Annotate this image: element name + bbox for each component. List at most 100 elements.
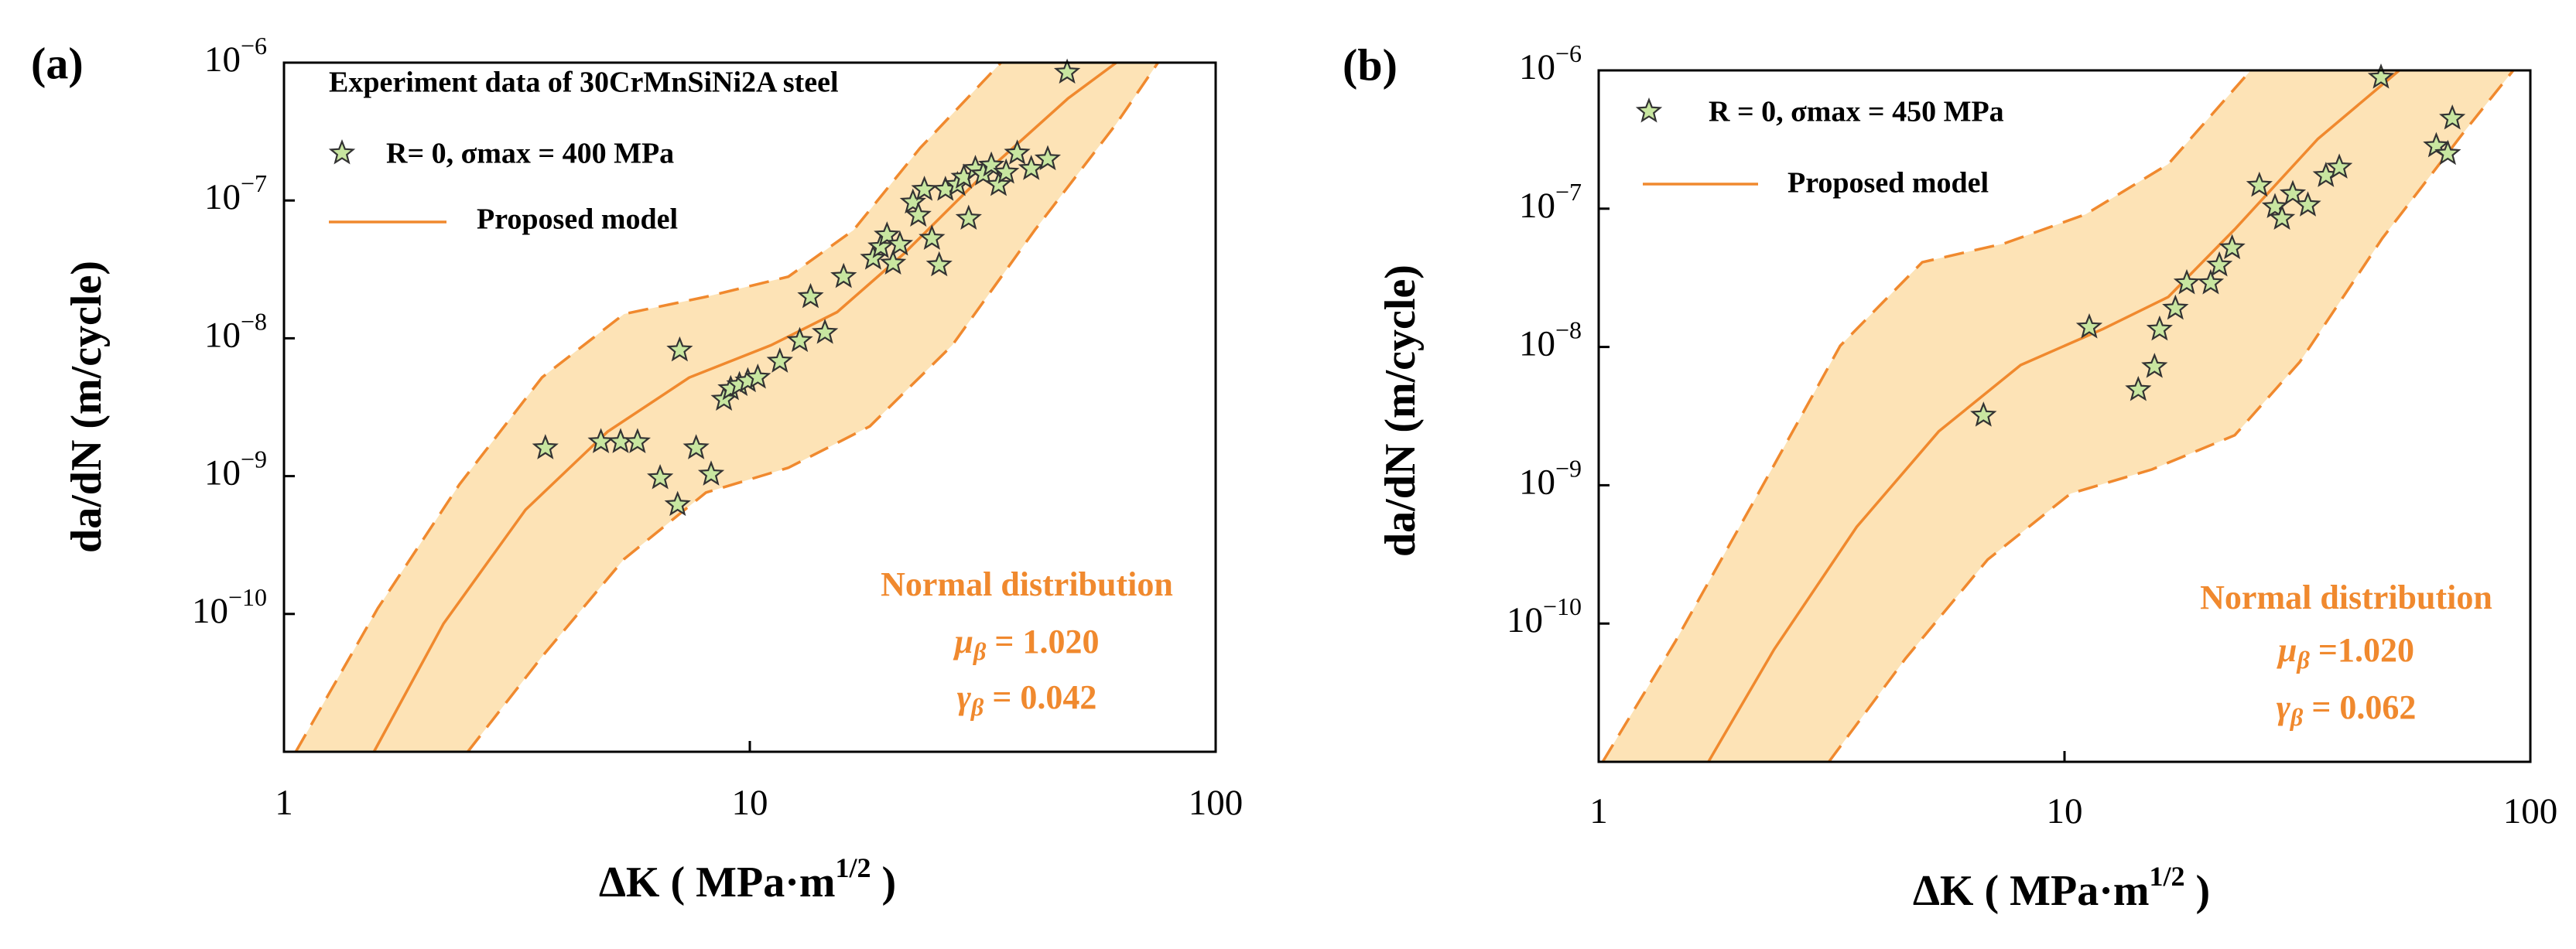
tick-exponent: −7	[241, 170, 267, 198]
tick-exponent: −8	[241, 308, 267, 336]
x-tick-label: 10	[2047, 791, 2083, 831]
annotation-title: Normal distribution	[881, 565, 1173, 603]
tick-base: 10	[1519, 323, 1555, 364]
x-tick-label: 1	[275, 783, 293, 823]
model-line	[1707, 69, 2400, 763]
data-point	[624, 428, 651, 453]
subscript: β	[2297, 646, 2311, 674]
tick-exponent: −7	[1555, 178, 1582, 206]
data-point	[919, 224, 946, 250]
data-point	[993, 158, 1020, 184]
y-tick-label: 10−9	[1519, 455, 1582, 502]
x-label-end: )	[871, 859, 897, 906]
data-point	[664, 490, 691, 517]
tick-exponent: −9	[1555, 455, 1582, 483]
data-point	[697, 460, 725, 486]
data-point	[985, 170, 1012, 196]
data-point	[867, 233, 895, 258]
data-point	[2141, 353, 2168, 378]
tick-exponent: −10	[228, 583, 267, 611]
data-point	[812, 318, 839, 344]
data-point	[2294, 191, 2321, 217]
symbol: μ	[953, 623, 973, 661]
y-tick-label: 10−6	[204, 32, 267, 79]
data-point	[2367, 63, 2395, 89]
tick-base: 10	[192, 591, 228, 631]
y-tick-label: 10−8	[1519, 316, 1582, 364]
subscript: β	[970, 693, 984, 721]
data-point	[2268, 204, 2296, 230]
data-point	[830, 262, 857, 288]
x-label-sup: 1/2	[2150, 861, 2185, 892]
model-line	[372, 61, 1117, 753]
data-point	[647, 464, 674, 490]
value: = 0.042	[984, 678, 1096, 716]
data-point	[682, 434, 710, 459]
x-tick-label: 100	[1189, 783, 1244, 823]
confidence-band	[1603, 70, 2513, 762]
data-point	[886, 230, 914, 256]
x-label-end: )	[2185, 867, 2211, 915]
annotation-gamma: γβ = 0.042	[957, 678, 1097, 721]
legend-title: Experiment data of 30CrMnSiNi2A steel	[329, 67, 839, 99]
band-edge	[1601, 69, 2252, 763]
legend-label: Proposed model	[477, 203, 678, 236]
x-label-main: ΔK ( MPa·m	[1913, 867, 2150, 915]
data-point	[1053, 58, 1081, 84]
data-point	[2326, 153, 2353, 179]
band-edge	[467, 62, 1159, 753]
data-point	[2197, 268, 2225, 295]
data-point	[744, 364, 771, 389]
y-tick-label: 10−6	[1519, 39, 1582, 87]
y-tick-label: 10−7	[204, 170, 267, 217]
tick-base: 10	[1519, 47, 1555, 87]
data-point	[786, 326, 813, 353]
data-point	[766, 347, 793, 373]
data-point	[955, 204, 982, 230]
x-tick-label: 100	[2503, 791, 2558, 831]
tick-exponent: −6	[1555, 39, 1582, 67]
tick-exponent: −9	[241, 445, 267, 473]
data-point	[2246, 171, 2273, 197]
legend-label: R= 0, σmax = 400 MPa	[386, 138, 674, 170]
symbol: γ	[957, 678, 972, 716]
tick-base: 10	[204, 315, 241, 355]
symbol: γ	[2277, 688, 2291, 726]
panel-label: (a)	[31, 38, 84, 88]
subscript: β	[2290, 703, 2304, 731]
x-tick-label: 1	[1589, 791, 1608, 831]
data-point	[1004, 139, 1031, 165]
data-point	[925, 251, 953, 277]
tick-exponent: −6	[241, 32, 267, 60]
data-point	[2146, 315, 2173, 341]
data-point	[2434, 139, 2461, 166]
data-point	[2075, 312, 2103, 339]
value: = 0.062	[2303, 688, 2416, 726]
data-point	[1970, 401, 1997, 427]
data-point	[2173, 268, 2201, 295]
annotation-mu: μβ = 1.020	[953, 623, 1100, 665]
data-point	[2125, 376, 2152, 401]
symbol: μ	[2277, 631, 2297, 669]
value: =1.020	[2310, 631, 2414, 669]
tick-base: 10	[1519, 462, 1555, 502]
data-point	[2261, 193, 2289, 219]
annotation-mu: μβ =1.020	[2277, 631, 2414, 674]
legend-marker	[328, 138, 356, 165]
y-tick-label: 10−8	[204, 308, 267, 355]
data-point	[905, 201, 932, 227]
data-point	[532, 434, 559, 459]
x-axis-label: ΔK ( MPa·m1/2 )	[1913, 861, 2210, 915]
subscript: β	[973, 637, 987, 665]
tick-base: 10	[1507, 600, 1543, 640]
value: = 1.020	[986, 623, 1099, 661]
data-point	[2439, 104, 2466, 130]
tick-base: 10	[204, 177, 241, 217]
data-point	[2279, 179, 2307, 206]
data-point	[2423, 131, 2450, 158]
tick-base: 10	[204, 452, 241, 493]
data-point	[879, 249, 907, 275]
x-label-sup: 1/2	[836, 852, 871, 883]
